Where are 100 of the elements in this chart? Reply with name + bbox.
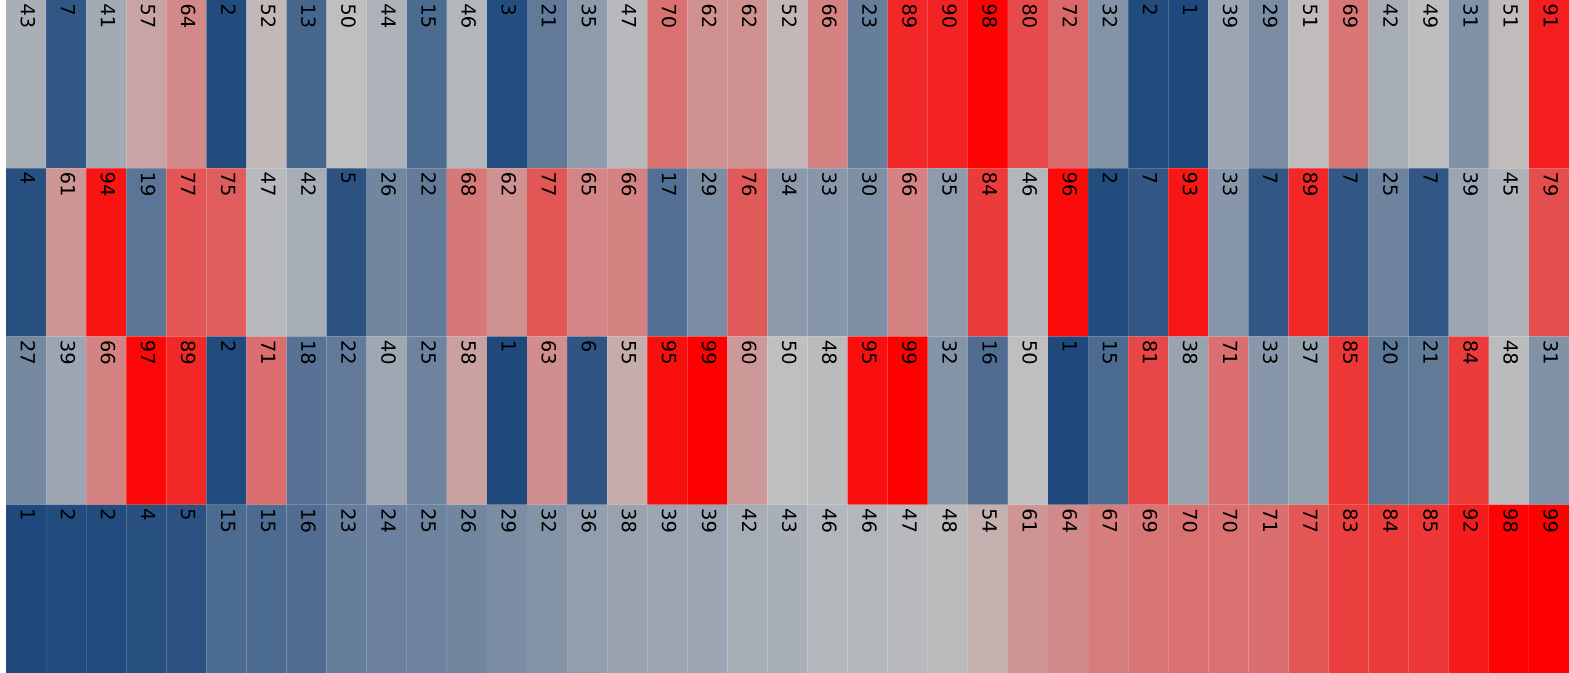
data-label: 39 bbox=[701, 509, 717, 532]
data-label: 93 bbox=[1182, 172, 1198, 195]
data-label: 39 bbox=[661, 509, 677, 532]
data-label: 36 bbox=[581, 509, 597, 532]
data-label: 67 bbox=[1102, 509, 1118, 532]
data-label: 1 bbox=[501, 342, 516, 351]
data-label: 91 bbox=[1543, 4, 1559, 27]
data-label: 33 bbox=[821, 173, 837, 195]
data-label: 79 bbox=[1543, 173, 1559, 195]
data-label: 29 bbox=[701, 173, 717, 195]
data-label: 55 bbox=[621, 341, 636, 363]
data-label: 68 bbox=[461, 172, 476, 196]
data-label: 89 bbox=[180, 341, 196, 364]
data-label: 40 bbox=[381, 340, 396, 364]
data-label: 54 bbox=[982, 509, 997, 532]
data-label: 15 bbox=[220, 510, 236, 532]
data-label: 2 bbox=[100, 509, 116, 519]
data-label: 23 bbox=[862, 4, 877, 27]
data-label: 62 bbox=[701, 4, 717, 27]
data-label: 1 bbox=[20, 510, 35, 519]
data-label: 50 bbox=[341, 4, 356, 27]
data-label: 42 bbox=[742, 509, 757, 531]
data-label: 30 bbox=[862, 173, 877, 196]
data-label: 70 bbox=[661, 4, 677, 27]
data-label: 46 bbox=[821, 509, 837, 532]
data-label: 98 bbox=[1503, 509, 1518, 532]
data-label: 46 bbox=[862, 509, 877, 532]
data-label: 69 bbox=[1142, 509, 1158, 532]
data-label: 32 bbox=[1102, 4, 1118, 27]
data-label: 42 bbox=[301, 172, 316, 195]
data-label: 49 bbox=[1423, 4, 1438, 27]
data-label: 7 bbox=[1423, 173, 1438, 183]
data-label: 50 bbox=[1022, 341, 1038, 364]
data-label: 42 bbox=[1383, 4, 1398, 27]
data-label: 39 bbox=[60, 341, 76, 364]
data-label: 25 bbox=[1383, 173, 1398, 195]
data-label: 2 bbox=[1102, 173, 1118, 183]
data-label: 39 bbox=[1222, 4, 1238, 27]
data-label: 16 bbox=[982, 342, 997, 364]
data-label: 96 bbox=[1062, 172, 1078, 196]
data-label: 51 bbox=[1302, 4, 1318, 27]
data-label: 33 bbox=[1222, 173, 1238, 195]
data-label: 63 bbox=[541, 341, 557, 364]
data-label: 38 bbox=[621, 509, 637, 532]
data-label: 29 bbox=[501, 509, 517, 532]
data-label: 66 bbox=[902, 172, 917, 196]
data-label: 77 bbox=[541, 173, 556, 195]
data-label: 38 bbox=[1182, 341, 1198, 364]
data-label: 60 bbox=[741, 341, 757, 364]
data-label: 77 bbox=[180, 173, 196, 195]
data-label: 75 bbox=[220, 173, 236, 195]
data-label: 99 bbox=[902, 341, 917, 364]
data-label: 19 bbox=[140, 173, 156, 195]
data-label: 94 bbox=[100, 172, 116, 196]
data-label: 3 bbox=[501, 4, 517, 15]
data-label: 44 bbox=[381, 4, 396, 28]
data-label: 47 bbox=[621, 4, 636, 27]
data-label: 70 bbox=[1182, 509, 1198, 532]
data-label: 92 bbox=[1463, 509, 1478, 531]
data-label: 89 bbox=[902, 4, 917, 27]
data-label: 29 bbox=[1262, 4, 1278, 27]
data-label: 90 bbox=[942, 4, 957, 27]
data-label: 37 bbox=[1302, 341, 1318, 363]
data-label: 85 bbox=[1342, 341, 1358, 363]
data-label: 89 bbox=[1302, 172, 1318, 195]
data-label: 13 bbox=[300, 5, 316, 27]
data-label: 17 bbox=[661, 173, 677, 195]
data-label: 58 bbox=[461, 341, 476, 364]
data-label: 98 bbox=[982, 4, 997, 27]
data-label: 18 bbox=[300, 342, 316, 364]
data-label: 65 bbox=[581, 172, 597, 195]
data-label: 66 bbox=[821, 4, 837, 27]
data-label: 48 bbox=[821, 340, 837, 364]
data-label: 5 bbox=[341, 173, 356, 183]
data-label: 32 bbox=[541, 509, 557, 531]
data-label: 35 bbox=[942, 173, 957, 195]
data-label: 1 bbox=[1062, 342, 1077, 351]
data-label: 43 bbox=[20, 4, 36, 27]
data-label: 7 bbox=[60, 4, 75, 15]
data-label: 39 bbox=[1463, 173, 1478, 195]
data-label: 21 bbox=[1423, 341, 1438, 363]
data-label: 24 bbox=[381, 509, 396, 532]
data-label: 52 bbox=[260, 4, 276, 27]
data-label: 71 bbox=[1263, 509, 1278, 532]
data-label: 21 bbox=[541, 4, 557, 27]
data-label: 46 bbox=[1022, 172, 1038, 196]
data-label: 23 bbox=[341, 509, 356, 532]
data-label: 35 bbox=[581, 4, 597, 27]
data-label: 83 bbox=[1342, 509, 1358, 532]
data-label: 25 bbox=[421, 509, 436, 532]
data-label: 76 bbox=[741, 173, 757, 196]
data-label: 26 bbox=[461, 509, 476, 532]
data-label: 33 bbox=[1262, 341, 1278, 364]
data-label: 45 bbox=[1503, 172, 1518, 195]
data-label: 43 bbox=[781, 509, 797, 532]
data-label: 4 bbox=[140, 509, 156, 520]
data-label: 31 bbox=[1463, 4, 1478, 27]
data-label: 70 bbox=[1222, 509, 1238, 532]
data-label: 62 bbox=[501, 172, 517, 195]
data-label: 2 bbox=[1142, 4, 1158, 14]
